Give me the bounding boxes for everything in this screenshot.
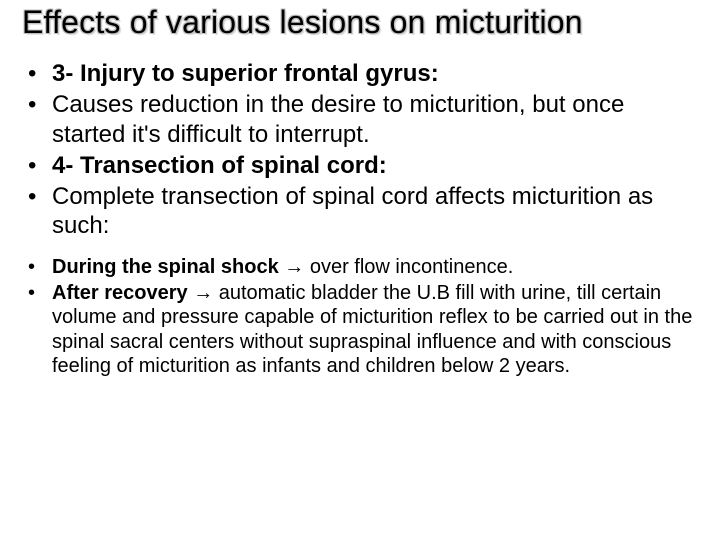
arrow-icon: → <box>284 256 304 278</box>
bullet-text: Complete transection of spinal cord affe… <box>52 183 653 239</box>
bullet-list-primary: 3- Injury to superior frontal gyrus: Cau… <box>22 59 698 241</box>
list-item: During the spinal shock → over flow inco… <box>22 255 698 279</box>
slide-title: Effects of various lesions on micturitio… <box>22 4 698 41</box>
list-item: Causes reduction in the desire to mictur… <box>22 90 698 149</box>
bullet-lead: After recovery <box>52 282 188 304</box>
list-item: 3- Injury to superior frontal gyrus: <box>22 59 698 88</box>
slide: Effects of various lesions on micturitio… <box>0 0 720 540</box>
bullet-text: Causes reduction in the desire to mictur… <box>52 91 624 147</box>
list-item: Complete transection of spinal cord affe… <box>22 182 698 241</box>
arrow-icon: → <box>193 282 213 304</box>
list-item: After recovery → automatic bladder the U… <box>22 281 698 379</box>
bullet-text: 3- Injury to superior frontal gyrus: <box>52 60 439 87</box>
bullet-text: 4- Transection of spinal cord: <box>52 152 387 179</box>
bullet-rest: over flow incontinence. <box>304 256 513 278</box>
list-item: 4- Transection of spinal cord: <box>22 151 698 180</box>
bullet-list-secondary: During the spinal shock → over flow inco… <box>22 255 698 379</box>
bullet-lead: During the spinal shock <box>52 256 279 278</box>
